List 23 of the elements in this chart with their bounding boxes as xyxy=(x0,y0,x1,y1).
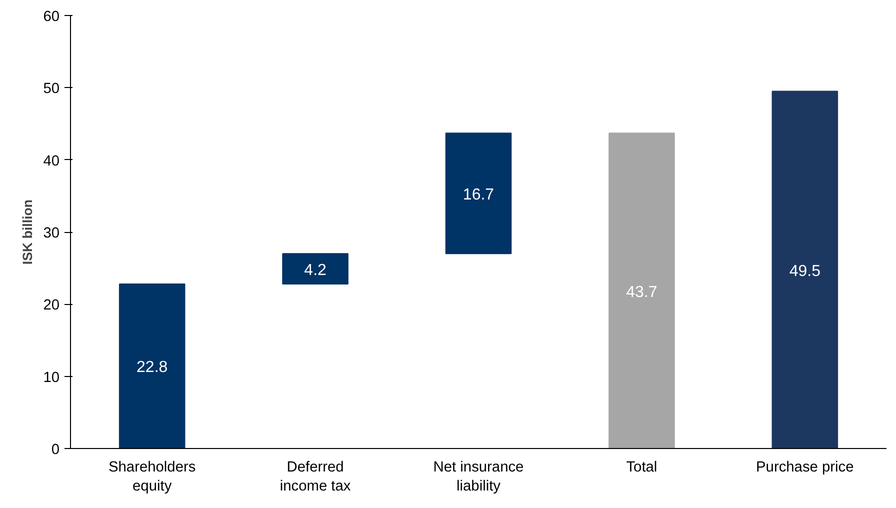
bar xyxy=(608,132,675,448)
bar xyxy=(282,253,348,284)
y-tick-label: 40 xyxy=(43,153,60,170)
data-label: 43.7 xyxy=(626,284,658,301)
x-tick-label: Net insurance liability xyxy=(433,460,524,495)
x-tick-label: Purchase price xyxy=(756,460,854,476)
y-tick-label: 30 xyxy=(43,226,60,242)
data-label: 16.7 xyxy=(462,186,494,204)
data-label: 4.2 xyxy=(304,262,327,279)
bar xyxy=(445,132,512,254)
bar xyxy=(772,90,838,448)
y-tick-label: 0 xyxy=(51,442,60,458)
data-label: 49.5 xyxy=(789,262,821,280)
data-label: 22.8 xyxy=(136,359,168,376)
y-tick-label: 20 xyxy=(43,298,60,314)
y-tick-label: 10 xyxy=(43,370,60,386)
x-tick-label: Deferred income tax xyxy=(280,460,352,495)
y-tick-label: 60 xyxy=(43,9,60,25)
bar xyxy=(118,283,186,448)
x-tick-label: Total xyxy=(626,460,658,476)
x-tick-label: Shareholders equity xyxy=(108,460,196,495)
y-axis-title: ISK billion xyxy=(20,199,36,265)
y-tick-label: 50 xyxy=(43,81,60,98)
